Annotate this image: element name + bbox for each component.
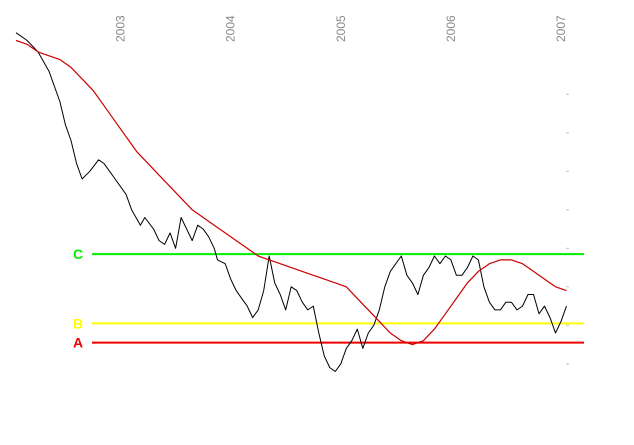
- price-line: [15, 32, 567, 372]
- level-label-c: C: [73, 246, 83, 262]
- level-label-a: A: [73, 335, 83, 351]
- year-label-2003: 2003: [114, 15, 128, 42]
- moving-average-line: [15, 39, 567, 346]
- year-label-2006: 2006: [444, 15, 458, 42]
- level-label-b: B: [73, 315, 83, 331]
- support-resistance-lines: [92, 253, 584, 344]
- year-label-2005: 2005: [334, 15, 348, 42]
- year-ticks: [566, 93, 569, 365]
- year-label-2004: 2004: [224, 15, 238, 42]
- price-series: [15, 32, 567, 372]
- year-label-2007: 2007: [554, 15, 568, 42]
- labels: 2003 2004 2005 2006 2007 C BA: [73, 15, 568, 351]
